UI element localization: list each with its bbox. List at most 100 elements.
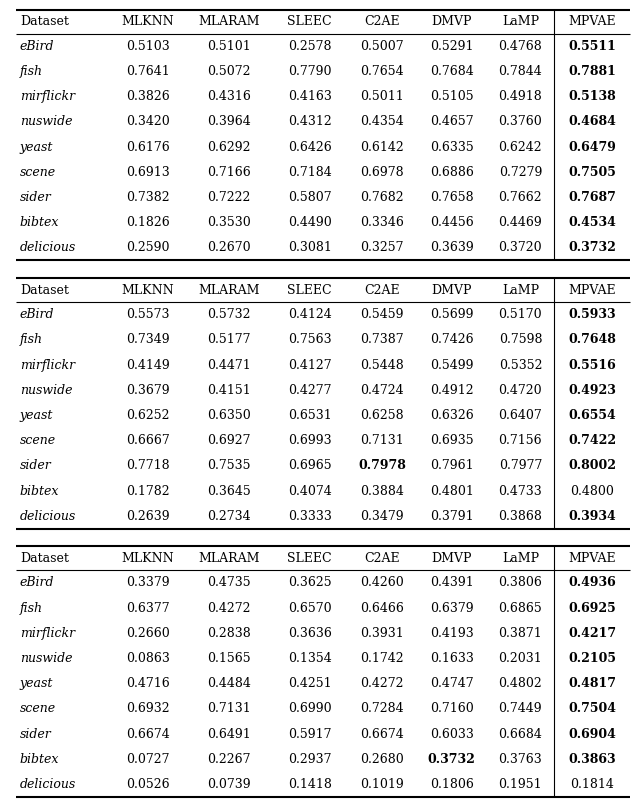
Text: mirflickr: mirflickr	[20, 358, 75, 371]
Text: 0.7687: 0.7687	[568, 191, 616, 204]
Text: 0.7658: 0.7658	[430, 191, 474, 204]
Text: 0.5917: 0.5917	[288, 728, 332, 741]
Text: 0.5459: 0.5459	[360, 308, 404, 321]
Text: 0.6684: 0.6684	[499, 728, 542, 741]
Text: 0.7961: 0.7961	[430, 459, 474, 472]
Text: 0.5011: 0.5011	[360, 90, 404, 103]
Text: 0.6242: 0.6242	[499, 141, 542, 154]
Text: 0.6379: 0.6379	[430, 602, 474, 614]
Text: 0.4469: 0.4469	[499, 216, 542, 229]
Text: 0.3720: 0.3720	[499, 242, 542, 254]
Text: Dataset: Dataset	[20, 15, 68, 28]
Text: scene: scene	[20, 702, 56, 715]
Text: sider: sider	[20, 459, 52, 472]
Text: 0.6491: 0.6491	[207, 728, 251, 741]
Text: mirflickr: mirflickr	[20, 90, 75, 103]
Text: 0.6667: 0.6667	[126, 434, 170, 447]
Text: 0.7535: 0.7535	[207, 459, 250, 472]
Text: yeast: yeast	[20, 678, 53, 690]
Text: 0.4260: 0.4260	[360, 577, 404, 590]
Text: 0.5101: 0.5101	[207, 40, 251, 53]
Text: 0.6479: 0.6479	[568, 141, 616, 154]
Text: 0.2578: 0.2578	[288, 40, 332, 53]
Text: 0.0863: 0.0863	[126, 652, 170, 665]
Text: nuswide: nuswide	[20, 115, 72, 128]
Text: 0.5933: 0.5933	[568, 308, 616, 321]
Text: fish: fish	[20, 65, 43, 78]
Text: 0.4800: 0.4800	[570, 485, 614, 498]
Text: scene: scene	[20, 166, 56, 178]
Text: eBird: eBird	[20, 40, 54, 53]
Text: 0.7156: 0.7156	[499, 434, 542, 447]
Text: 0.7977: 0.7977	[499, 459, 542, 472]
Text: 0.5177: 0.5177	[207, 334, 250, 346]
Text: bibtex: bibtex	[20, 485, 60, 498]
Text: 0.3863: 0.3863	[568, 753, 616, 766]
Text: Dataset: Dataset	[20, 552, 68, 565]
Text: 0.3257: 0.3257	[360, 242, 404, 254]
Text: 0.3791: 0.3791	[430, 510, 474, 522]
Text: SLEEC: SLEEC	[287, 552, 332, 565]
Text: 0.7131: 0.7131	[360, 434, 404, 447]
Text: 0.3530: 0.3530	[207, 216, 251, 229]
Text: 0.2670: 0.2670	[207, 242, 251, 254]
Text: 0.7978: 0.7978	[358, 459, 406, 472]
Text: 0.3964: 0.3964	[207, 115, 251, 128]
Text: 0.4272: 0.4272	[207, 602, 250, 614]
Text: 0.0727: 0.0727	[126, 753, 170, 766]
Text: 0.5103: 0.5103	[126, 40, 170, 53]
Text: 0.4391: 0.4391	[429, 577, 474, 590]
Text: 0.6570: 0.6570	[288, 602, 332, 614]
Text: 0.6886: 0.6886	[429, 166, 474, 178]
Text: LaMP: LaMP	[502, 552, 539, 565]
Text: 0.3884: 0.3884	[360, 485, 404, 498]
Text: 0.3645: 0.3645	[207, 485, 251, 498]
Text: 0.7684: 0.7684	[429, 65, 474, 78]
Text: DMVP: DMVP	[431, 283, 472, 297]
Text: 0.1354: 0.1354	[288, 652, 332, 665]
Text: 0.4124: 0.4124	[288, 308, 332, 321]
Text: 0.6407: 0.6407	[499, 409, 542, 422]
Text: 0.7505: 0.7505	[568, 166, 616, 178]
Text: MLKNN: MLKNN	[122, 283, 174, 297]
Text: 0.4918: 0.4918	[499, 90, 542, 103]
Text: fish: fish	[20, 602, 43, 614]
Text: 0.7160: 0.7160	[429, 702, 474, 715]
Text: 0.2639: 0.2639	[126, 510, 170, 522]
Text: 0.7284: 0.7284	[360, 702, 404, 715]
Text: 0.3732: 0.3732	[568, 242, 616, 254]
Text: DMVP: DMVP	[431, 15, 472, 28]
Text: 0.2267: 0.2267	[207, 753, 250, 766]
Text: 0.4733: 0.4733	[499, 485, 542, 498]
Text: 0.7504: 0.7504	[568, 702, 616, 715]
Text: 0.5511: 0.5511	[568, 40, 616, 53]
Text: 0.3379: 0.3379	[126, 577, 170, 590]
Text: 0.5072: 0.5072	[207, 65, 250, 78]
Text: 0.7718: 0.7718	[126, 459, 170, 472]
Text: 0.4149: 0.4149	[126, 358, 170, 371]
Text: fish: fish	[20, 334, 43, 346]
Text: 0.3871: 0.3871	[499, 627, 542, 640]
Text: 0.1951: 0.1951	[499, 778, 542, 791]
Text: 0.4127: 0.4127	[288, 358, 332, 371]
Text: 0.5732: 0.5732	[207, 308, 250, 321]
Text: 0.6252: 0.6252	[126, 409, 170, 422]
Text: eBird: eBird	[20, 577, 54, 590]
Text: 0.6176: 0.6176	[126, 141, 170, 154]
Text: 0.1742: 0.1742	[360, 652, 404, 665]
Text: 0.1782: 0.1782	[126, 485, 170, 498]
Text: 0.2680: 0.2680	[360, 753, 404, 766]
Text: MLARAM: MLARAM	[198, 552, 260, 565]
Text: 0.4471: 0.4471	[207, 358, 251, 371]
Text: 0.4724: 0.4724	[360, 384, 404, 397]
Text: 0.6990: 0.6990	[288, 702, 332, 715]
Text: LaMP: LaMP	[502, 15, 539, 28]
Text: 0.4456: 0.4456	[429, 216, 474, 229]
Text: 0.7422: 0.7422	[568, 434, 616, 447]
Text: 0.4312: 0.4312	[288, 115, 332, 128]
Text: 0.4534: 0.4534	[568, 216, 616, 229]
Text: 0.4936: 0.4936	[568, 577, 616, 590]
Text: 0.4217: 0.4217	[568, 627, 616, 640]
Text: 0.6142: 0.6142	[360, 141, 404, 154]
Text: 0.7166: 0.7166	[207, 166, 251, 178]
